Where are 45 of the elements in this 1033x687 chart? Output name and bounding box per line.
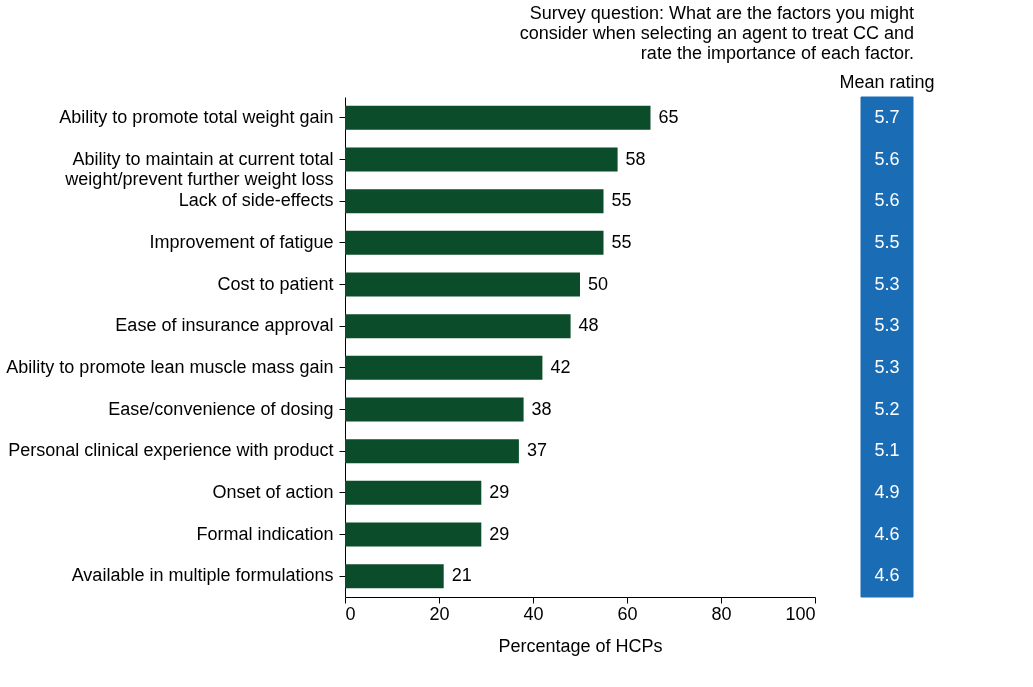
y-tick-label: Personal clinical experience with product [8, 440, 334, 461]
data-label: 5.3 [874, 315, 900, 336]
x-tick-label: 100 [785, 603, 816, 624]
data-label: 65 [658, 106, 679, 127]
y-tick-label: Formal indication [196, 523, 334, 544]
y-tick-label: Ability to promote total weight gain [59, 106, 334, 127]
data-label: 5.7 [874, 106, 900, 127]
x-tick-label: 40 [523, 603, 544, 624]
data-label: 21 [451, 565, 472, 586]
data-label: 5.3 [874, 273, 900, 294]
y-tick-label: Ease of insurance approval [115, 315, 334, 336]
y-tick-label: Onset of action [212, 481, 334, 502]
data-label: 37 [526, 440, 547, 461]
chart-title: Survey question: What are the factors you might consider when selecting an agent to treat CC and rate the importance of each factor. [519, 3, 915, 63]
y-tick-label: Ability to promote lean muscle mass gain [6, 356, 334, 377]
data-label: 50 [588, 273, 609, 294]
data-label: 4.6 [874, 565, 900, 586]
y-tick-label: Ease/convenience of dosing [108, 398, 334, 419]
y-tick-label: Cost to patient [217, 273, 334, 294]
data-label: 5.6 [874, 148, 900, 169]
data-label: 38 [531, 398, 552, 419]
data-label: 48 [578, 315, 599, 336]
y-tick-label: Improvement of fatigue [149, 231, 334, 252]
data-label: 5.3 [874, 356, 900, 377]
data-label: 5.5 [874, 231, 900, 252]
x-tick-label: 0 [345, 603, 356, 624]
x-axis-title: Percentage of HCPs [498, 635, 663, 656]
x-tick-label: Mean rating [839, 71, 935, 92]
x-tick-label: 20 [429, 603, 450, 624]
data-label: 4.9 [874, 481, 900, 502]
data-label: 42 [550, 356, 571, 377]
data-label: 29 [489, 481, 510, 502]
data-label: 5.2 [874, 398, 900, 419]
data-label: 4.6 [874, 523, 900, 544]
y-tick-label: Available in multiple formulations [71, 565, 334, 586]
x-tick-label: 80 [711, 603, 732, 624]
data-label: 58 [625, 148, 646, 169]
data-label: 55 [611, 190, 632, 211]
x-tick-label: 60 [617, 603, 638, 624]
data-label: 5.1 [874, 440, 900, 461]
y-tick-label: Ability to maintain at current total weight/prevent further weight loss [64, 148, 334, 189]
data-label: 29 [489, 523, 510, 544]
data-label: 5.6 [874, 190, 900, 211]
data-label: 55 [611, 231, 632, 252]
y-tick-label: Lack of side-effects [178, 190, 334, 211]
